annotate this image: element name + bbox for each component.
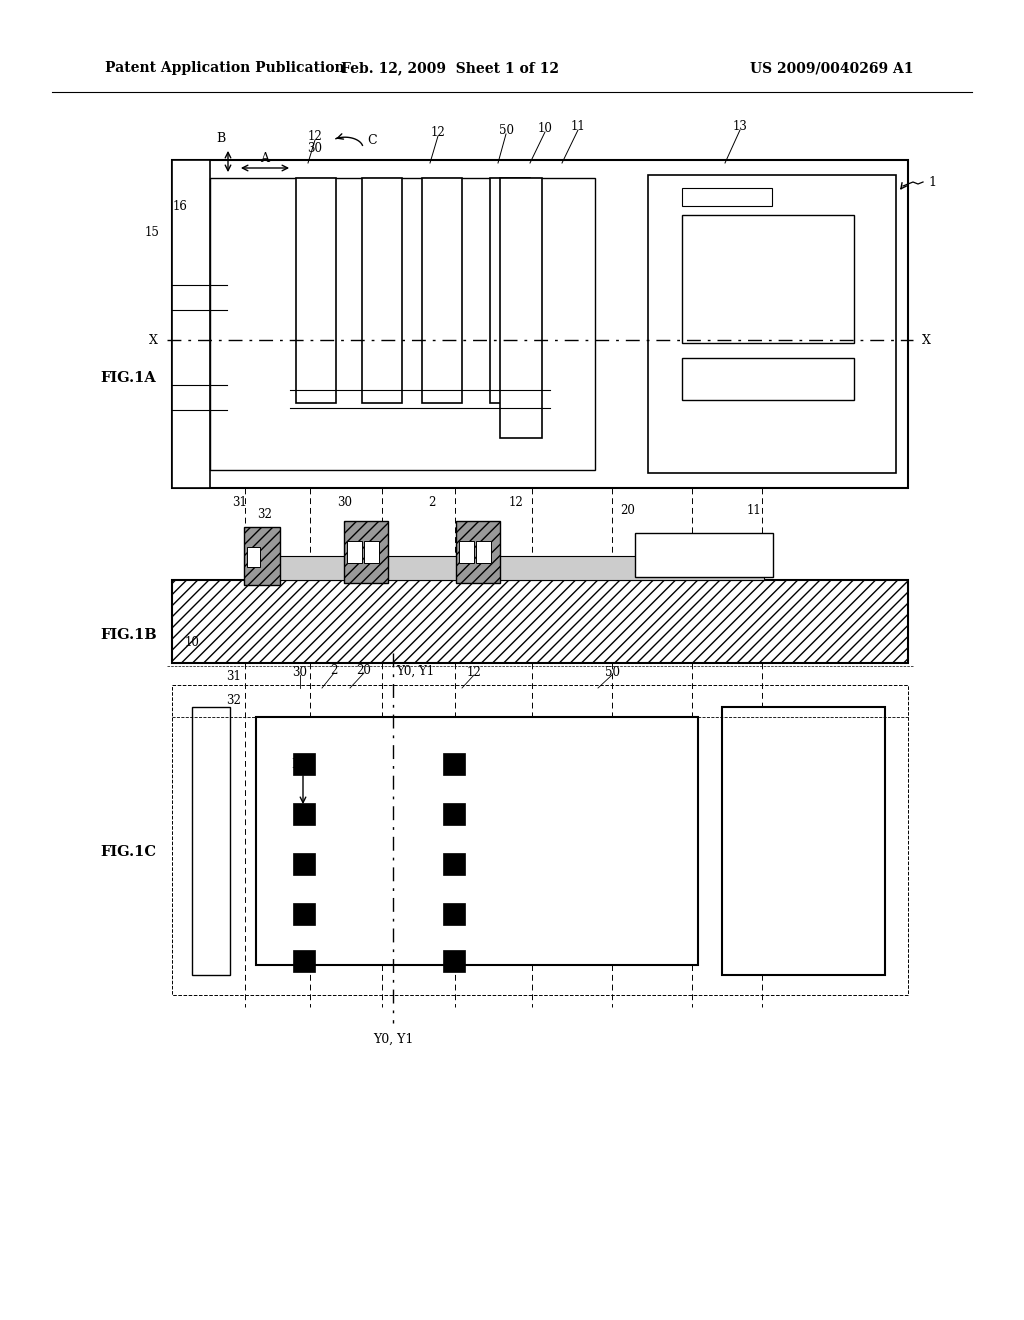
Bar [635,533,773,577]
Text: C: C [368,133,377,147]
Bar [293,950,315,972]
Bar [459,541,474,564]
Bar [476,541,490,564]
Bar [364,541,379,564]
Bar [256,717,698,965]
Text: 31: 31 [232,495,248,508]
Text: X: X [150,334,158,346]
Text: 20: 20 [356,664,372,677]
Text: 31: 31 [226,671,242,684]
Text: 50: 50 [499,124,513,137]
Bar [722,708,885,975]
Text: 10: 10 [538,123,552,136]
Text: Y0, Y1: Y0, Y1 [396,664,434,677]
Bar [172,160,908,488]
Bar [443,903,465,925]
Bar [272,556,764,579]
Text: 30: 30 [338,495,352,508]
Bar [172,579,908,663]
Text: 12: 12 [509,495,523,508]
Text: 12: 12 [467,667,481,680]
Bar [682,358,854,400]
Text: B: B [216,132,225,144]
Text: 13: 13 [732,120,748,133]
Bar [362,178,402,403]
Bar [682,187,772,206]
Bar [344,521,388,583]
Text: 10: 10 [184,636,200,649]
Bar [244,527,280,585]
Bar [443,803,465,825]
Bar [500,178,542,438]
Text: 11: 11 [746,503,762,516]
Bar [347,541,362,564]
Bar [193,708,230,975]
Bar [296,178,336,403]
Text: 50: 50 [604,667,620,680]
Bar [293,903,315,925]
Text: 1: 1 [928,176,936,189]
Text: B: B [292,759,301,771]
Text: 2: 2 [331,664,338,677]
Text: 20: 20 [621,503,636,516]
Text: 12: 12 [307,131,323,144]
Bar [210,178,595,470]
Text: 30: 30 [293,667,307,680]
Text: US 2009/0040269 A1: US 2009/0040269 A1 [750,61,913,75]
Bar [648,176,896,473]
Bar [293,803,315,825]
Text: FIG.1B: FIG.1B [100,628,157,642]
Text: 16: 16 [173,201,187,214]
Bar [247,546,260,568]
Text: FIG.1A: FIG.1A [100,371,156,385]
Bar [422,178,462,403]
Text: 12: 12 [431,127,445,140]
Text: X: X [922,334,931,346]
Text: A: A [260,152,269,165]
Text: 11: 11 [570,120,586,133]
Bar [172,685,908,995]
Bar [293,752,315,775]
Text: Patent Application Publication: Patent Application Publication [105,61,345,75]
Bar [172,160,210,488]
Bar [443,752,465,775]
Text: 15: 15 [144,226,160,239]
Text: 32: 32 [226,693,242,706]
Bar [682,215,854,343]
Text: 30: 30 [307,141,323,154]
Text: 2: 2 [428,495,435,508]
Bar [456,521,500,583]
Bar [293,853,315,875]
Text: 32: 32 [258,507,272,520]
Text: Y0, Y1: Y0, Y1 [373,1032,414,1045]
Text: Feb. 12, 2009  Sheet 1 of 12: Feb. 12, 2009 Sheet 1 of 12 [341,61,559,75]
Bar [443,853,465,875]
Bar [490,178,530,403]
Text: FIG.1C: FIG.1C [100,845,156,859]
Bar [443,950,465,972]
